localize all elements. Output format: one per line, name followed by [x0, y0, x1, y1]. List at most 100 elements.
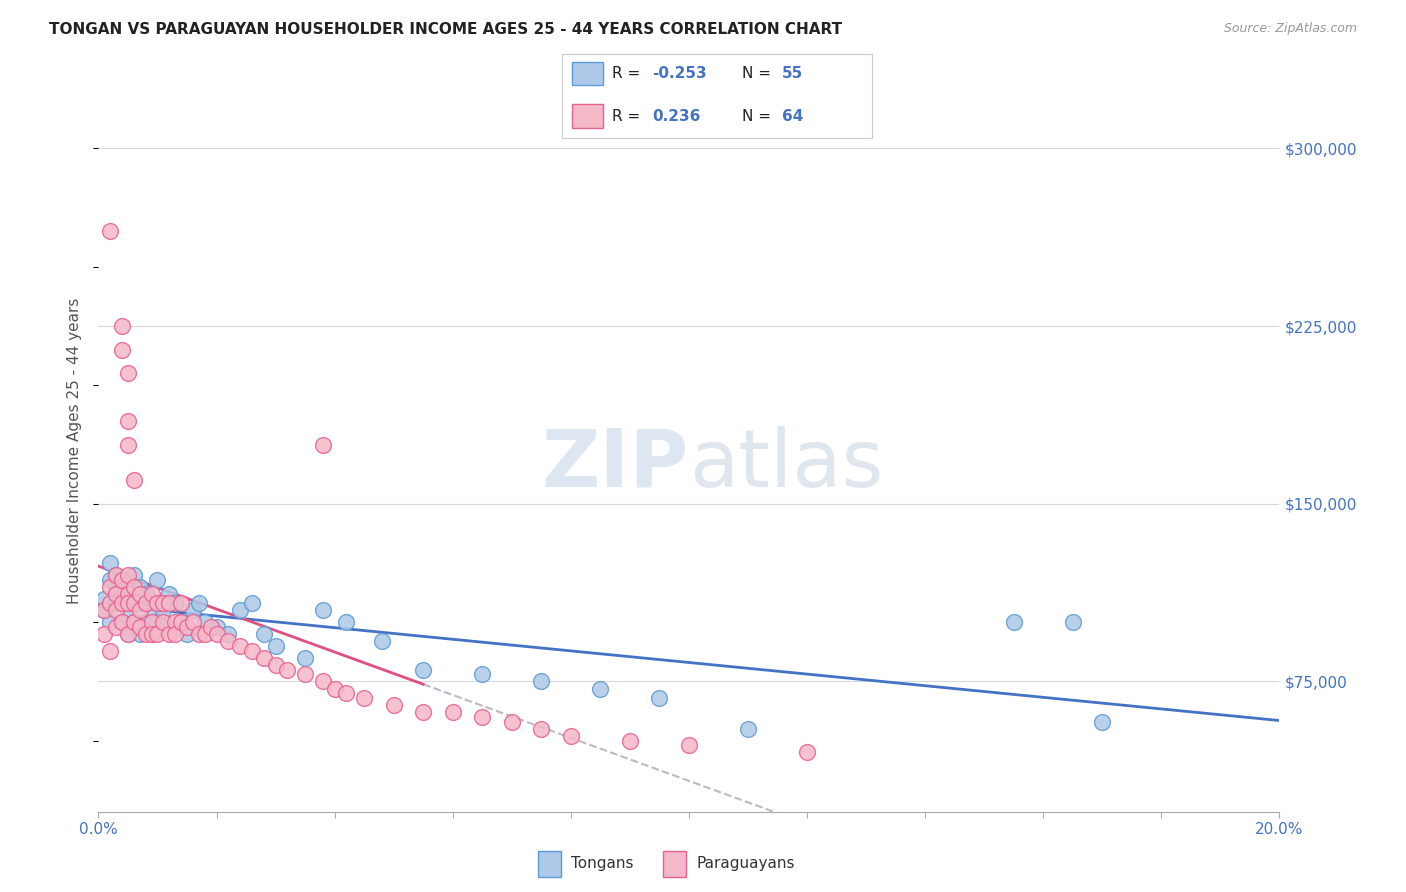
Point — [98, 615, 121, 630]
Point — [141, 627, 163, 641]
Point — [176, 627, 198, 641]
Point — [181, 603, 204, 617]
Point — [501, 714, 523, 729]
Point — [187, 627, 209, 641]
Point — [135, 615, 157, 630]
Point — [93, 627, 115, 641]
Point — [128, 620, 150, 634]
Point — [105, 603, 128, 617]
Point — [117, 627, 139, 641]
Point — [253, 627, 276, 641]
Point — [128, 580, 150, 594]
Point — [141, 587, 163, 601]
Point — [111, 615, 134, 630]
Point — [117, 627, 139, 641]
Point — [111, 596, 134, 610]
Point — [194, 627, 217, 641]
Point — [335, 615, 357, 630]
Point — [157, 587, 180, 601]
Point — [294, 650, 316, 665]
Point — [117, 437, 139, 451]
Point — [111, 573, 134, 587]
Point — [111, 615, 134, 630]
Point — [165, 596, 187, 610]
Point — [181, 615, 204, 630]
Text: atlas: atlas — [689, 425, 883, 504]
Point — [205, 627, 228, 641]
Point — [371, 634, 394, 648]
Point — [98, 573, 121, 587]
Point — [93, 603, 115, 617]
Point — [205, 620, 228, 634]
Point — [217, 627, 239, 641]
Text: 55: 55 — [782, 66, 803, 81]
Point — [176, 620, 198, 634]
Point — [471, 667, 494, 681]
Point — [98, 596, 121, 610]
Point — [117, 367, 139, 381]
Point — [122, 596, 145, 610]
Point — [165, 615, 187, 630]
Point — [117, 567, 139, 582]
Point — [471, 710, 494, 724]
Point — [412, 705, 434, 719]
Text: R =: R = — [612, 66, 645, 81]
Point — [98, 556, 121, 570]
Point — [187, 596, 209, 610]
Point — [194, 615, 217, 630]
Point — [312, 674, 335, 689]
Point — [157, 627, 180, 641]
Point — [122, 473, 145, 487]
Point — [98, 224, 121, 238]
Point — [122, 580, 145, 594]
Y-axis label: Householder Income Ages 25 - 44 years: Householder Income Ages 25 - 44 years — [67, 297, 83, 604]
Point — [135, 627, 157, 641]
Point — [105, 580, 128, 594]
Point — [1091, 714, 1114, 729]
Text: -0.253: -0.253 — [652, 66, 707, 81]
Point — [200, 620, 222, 634]
Point — [170, 596, 193, 610]
Point — [737, 722, 759, 736]
Bar — [572, 104, 603, 128]
Point — [105, 620, 128, 634]
Point — [253, 650, 276, 665]
Point — [117, 596, 139, 610]
Point — [312, 437, 335, 451]
Point — [312, 603, 335, 617]
Point — [152, 615, 174, 630]
Point — [1062, 615, 1084, 630]
Point — [98, 643, 121, 657]
Text: 0.236: 0.236 — [652, 109, 700, 124]
Point — [93, 603, 115, 617]
Text: TONGAN VS PARAGUAYAN HOUSEHOLDER INCOME AGES 25 - 44 YEARS CORRELATION CHART: TONGAN VS PARAGUAYAN HOUSEHOLDER INCOME … — [49, 22, 842, 37]
Point — [229, 603, 252, 617]
Point — [170, 615, 193, 630]
Text: 64: 64 — [782, 109, 803, 124]
Bar — [537, 851, 561, 877]
Point — [217, 634, 239, 648]
Point — [135, 596, 157, 610]
Text: Paraguayans: Paraguayans — [696, 855, 794, 871]
Point — [105, 567, 128, 582]
Point — [441, 705, 464, 719]
Point — [240, 596, 263, 610]
Bar — [572, 62, 603, 86]
Point — [146, 596, 169, 610]
Text: ZIP: ZIP — [541, 425, 689, 504]
Point — [530, 722, 553, 736]
Point — [105, 567, 128, 582]
Point — [796, 746, 818, 760]
Point — [122, 567, 145, 582]
Point — [335, 686, 357, 700]
Point — [111, 580, 134, 594]
Point — [264, 657, 287, 672]
Point — [648, 691, 671, 706]
Point — [382, 698, 405, 712]
Point — [294, 667, 316, 681]
Point — [276, 663, 298, 677]
Text: N =: N = — [742, 109, 776, 124]
Point — [141, 615, 163, 630]
Point — [678, 739, 700, 753]
Point — [122, 615, 145, 630]
